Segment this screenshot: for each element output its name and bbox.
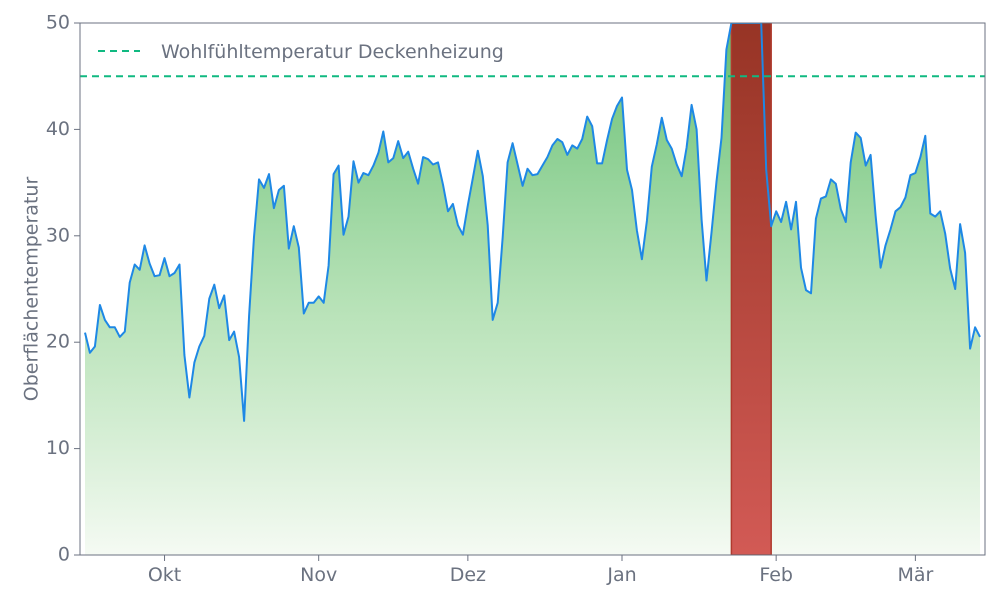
x-tick-label: Mär xyxy=(897,564,933,586)
x-tick-label: Okt xyxy=(148,564,181,586)
legend-label: Wohlfühltemperatur Deckenheizung xyxy=(161,41,504,63)
y-tick-label: 40 xyxy=(46,118,70,140)
y-axis-title: Oberflächentemperatur xyxy=(21,177,43,402)
plot-frame xyxy=(79,22,986,556)
y-tick-label: 0 xyxy=(58,544,70,566)
x-tick-label: Jan xyxy=(606,564,636,586)
x-tick-label: Nov xyxy=(300,564,337,586)
y-tick-label: 50 xyxy=(46,12,70,34)
series-line xyxy=(84,23,981,422)
x-tick-label: Dez xyxy=(450,564,486,586)
area-fill xyxy=(85,23,980,555)
y-tick-label: 30 xyxy=(46,224,70,246)
legend: Wohlfühltemperatur Deckenheizung xyxy=(98,41,504,63)
x-tick-label: Feb xyxy=(759,564,793,586)
y-tick-label: 10 xyxy=(46,437,70,459)
y-tick-label: 20 xyxy=(46,331,70,353)
highlight-band xyxy=(730,23,772,555)
